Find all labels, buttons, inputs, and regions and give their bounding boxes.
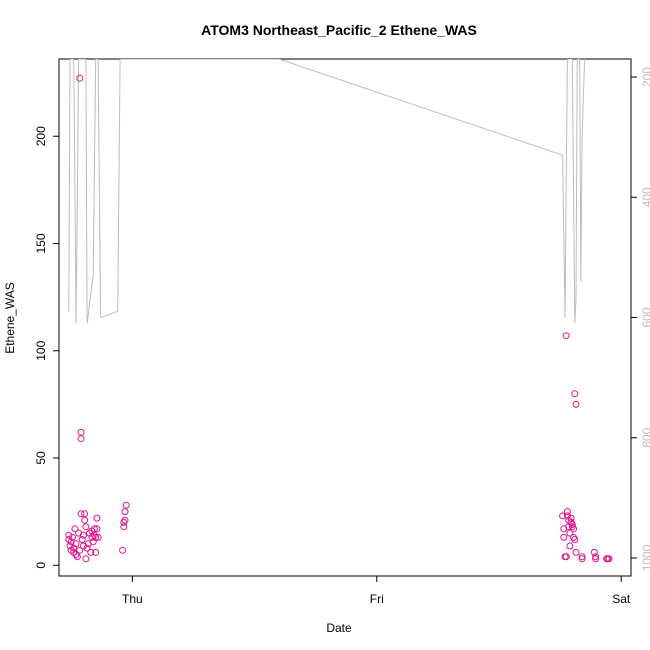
data-point	[65, 536, 73, 543]
data-point	[563, 508, 571, 516]
data-point	[567, 514, 575, 522]
data-point	[92, 533, 100, 541]
left-axis-tick-label: 150	[34, 233, 48, 253]
data-point	[71, 525, 79, 533]
plot-frame	[58, 58, 632, 577]
data-point	[592, 553, 600, 561]
data-point	[562, 553, 570, 561]
data-point	[121, 508, 129, 516]
x-axis-tick-label: Sat	[612, 592, 631, 606]
data-point	[563, 512, 571, 520]
x-axis-tick-label: Fri	[370, 592, 384, 606]
y-axis-label: Ethene_WAS	[3, 282, 17, 354]
data-point	[65, 531, 73, 539]
data-point	[81, 510, 89, 518]
right-axis-tick-label: 1000	[640, 544, 650, 571]
x-axis-label: Date	[326, 621, 352, 635]
data-point	[578, 553, 586, 561]
grey-line-layer	[68, 59, 586, 324]
data-point	[559, 512, 567, 520]
right-axis-tick-label: 200	[640, 67, 650, 87]
data-point	[77, 428, 85, 436]
left-axis-tick-label: 0	[34, 562, 48, 569]
chart-title: ATOM3 Northeast_Pacific_2 Ethene_WAS	[201, 22, 477, 38]
data-point	[87, 548, 95, 556]
data-point	[566, 529, 574, 537]
data-point	[120, 523, 128, 531]
data-point	[90, 525, 98, 533]
data-point	[77, 435, 85, 443]
right-y-axis: 200 400 600 800 1000	[630, 67, 650, 571]
data-point	[76, 74, 84, 82]
data-point	[578, 555, 586, 563]
data-point	[92, 548, 100, 556]
data-point	[562, 332, 570, 340]
x-axis: Thu Fri Sat	[122, 575, 631, 606]
altitude-line	[68, 59, 586, 324]
data-point	[119, 546, 127, 554]
right-axis-tick-label: 400	[640, 187, 650, 207]
data-point	[572, 548, 580, 556]
data-point	[77, 510, 85, 518]
data-point	[566, 542, 574, 550]
data-point	[81, 516, 89, 524]
data-point	[78, 536, 86, 543]
data-point	[605, 555, 613, 563]
data-point	[66, 542, 74, 550]
data-point	[560, 533, 568, 541]
data-point	[83, 544, 91, 552]
data-point	[93, 525, 101, 533]
left-y-axis: 0 50 100 150 200	[34, 126, 60, 569]
data-point	[82, 523, 90, 531]
left-axis-tick-label: 50	[34, 451, 48, 465]
data-point	[122, 501, 130, 509]
data-point	[76, 546, 84, 554]
data-point	[94, 533, 102, 541]
data-point	[592, 555, 600, 563]
data-point	[571, 390, 579, 398]
left-axis-tick-label: 200	[34, 126, 48, 146]
data-point	[568, 521, 576, 528]
data-point	[72, 540, 80, 548]
x-axis-tick-label: Thu	[122, 592, 143, 606]
data-point	[68, 533, 76, 541]
data-point	[73, 553, 81, 561]
data-point	[121, 516, 129, 524]
data-point	[570, 525, 578, 533]
data-point	[590, 548, 598, 556]
data-point	[572, 400, 580, 408]
left-axis-tick-label: 100	[34, 340, 48, 360]
data-point	[82, 555, 90, 563]
data-point	[79, 531, 87, 539]
points-layer	[65, 74, 613, 563]
data-point	[93, 514, 101, 522]
data-point	[571, 536, 579, 543]
right-axis-tick-label: 600	[640, 307, 650, 327]
right-axis-tick-label: 800	[640, 427, 650, 447]
